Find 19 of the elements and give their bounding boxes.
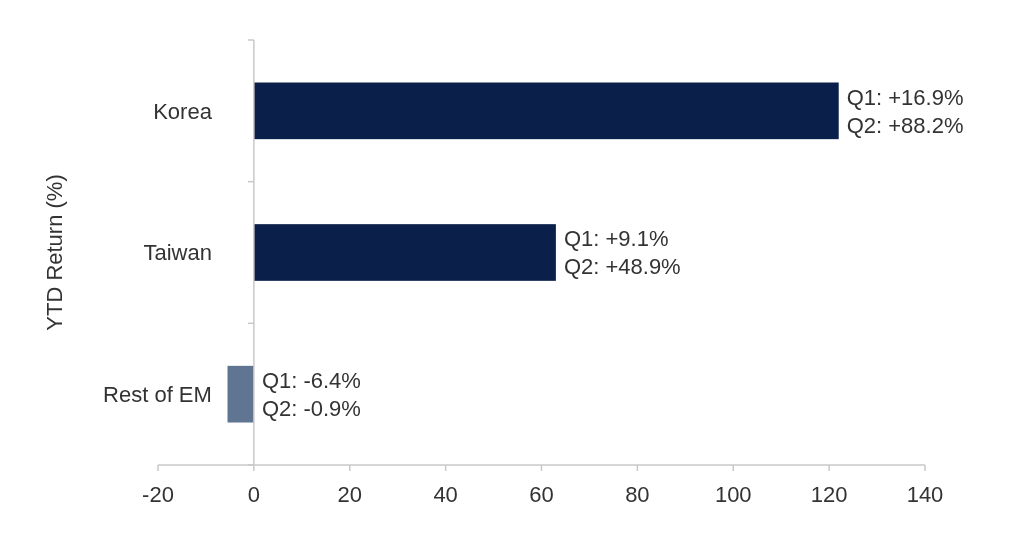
x-tick-label: -20 <box>142 482 174 507</box>
annotation: Q1: +16.9% Q2: +88.2% <box>846 84 964 138</box>
x-tick-label: 80 <box>625 482 650 507</box>
bar <box>227 365 254 423</box>
x-tick-label: 0 <box>247 482 260 507</box>
x-tick-label: 60 <box>529 482 554 507</box>
bar <box>253 82 839 140</box>
x-tick-label: 40 <box>433 482 458 507</box>
y-tick-label: Taiwan <box>143 240 212 266</box>
x-tick-label: 20 <box>337 482 362 507</box>
x-tick-label: 140 <box>906 482 944 507</box>
annotation: Q1: -6.4% Q2: -0.9% <box>261 367 361 421</box>
annotation: Q1: +9.1% Q2: +48.9% <box>563 226 681 280</box>
x-tick-label: 100 <box>714 482 752 507</box>
y-axis-title: YTD Return (%) <box>42 174 67 331</box>
y-tick-label: Korea <box>153 98 213 124</box>
x-tick-label: 120 <box>810 482 848 507</box>
bar <box>253 224 556 281</box>
y-tick-label: Rest of EM <box>103 381 212 407</box>
